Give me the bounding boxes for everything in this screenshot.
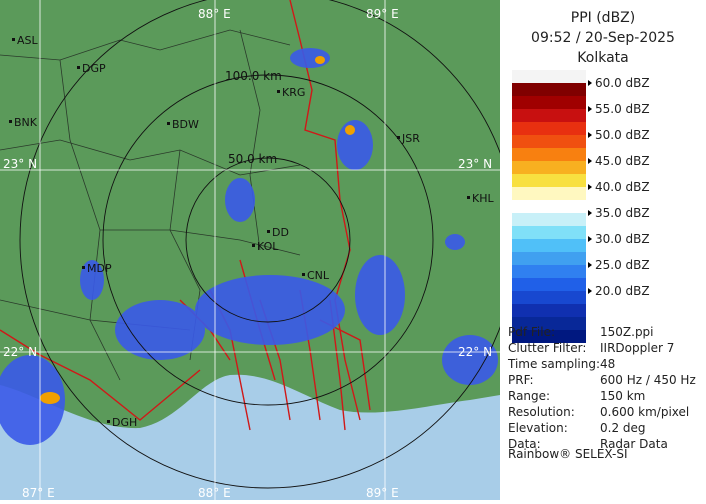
header-time: 09:52 / 20-Sep-2025 (531, 30, 675, 46)
legend-label: 30.0 dBZ (595, 232, 650, 246)
info-value: 0.600 km/pixel (600, 405, 689, 419)
place-label: KRG (282, 86, 305, 99)
bar-band (512, 239, 586, 252)
legend-label: 40.0 dBZ (595, 180, 650, 194)
bar-band (512, 109, 586, 122)
bar-arrow (588, 106, 592, 112)
sea (0, 374, 500, 500)
bar-arrow (588, 210, 592, 216)
place-marker (107, 420, 110, 423)
info-label: Clutter Filter: (508, 341, 586, 355)
bar-band (512, 187, 586, 200)
info-label: PRF: (508, 373, 534, 387)
bar-band (512, 265, 586, 278)
legend-label: 25.0 dBZ (595, 258, 650, 272)
bar-band (512, 252, 586, 265)
place-label: ASL (17, 34, 39, 47)
place-label: DGH (112, 416, 137, 429)
strong-echoes (40, 56, 355, 404)
place-label: DGP (82, 62, 106, 75)
place-label: KOL (257, 240, 279, 253)
bar-band (512, 174, 586, 187)
place-label: DD (272, 226, 289, 239)
bar-arrow (588, 184, 592, 190)
range-label: 50.0 km (228, 152, 277, 166)
info-value: 150Z.ppi (600, 325, 654, 339)
bar-arrow (588, 236, 592, 242)
map: 88° E 89° E 87° E 88° E 89° E 23° N 23° N 22° N… (0, 0, 517, 500)
bar-arrow (588, 288, 592, 294)
bar-band (512, 226, 586, 239)
footer: Rainbow® SELEX-SI (508, 447, 628, 461)
legend-label: 55.0 dBZ (595, 102, 650, 116)
place-marker (252, 244, 255, 247)
bar-band (512, 122, 586, 135)
bar-band (512, 135, 586, 148)
bar-band (512, 213, 586, 226)
header-station: Kolkata (577, 50, 628, 66)
info-label: Data: (508, 437, 541, 451)
info-value: 600 Hz / 450 Hz (600, 373, 696, 387)
place-marker (77, 66, 80, 69)
info-value: IIRDoppler 7 (600, 341, 674, 355)
place-label: KHL (472, 192, 494, 205)
place-label: JSR (401, 132, 420, 145)
grid-label: 89° E (366, 486, 399, 500)
legend-label: 45.0 dBZ (595, 154, 650, 168)
place-marker (397, 136, 400, 139)
legend-label: 50.0 dBZ (595, 128, 650, 142)
grid-label: 89° E (366, 7, 399, 21)
district-borders (0, 29, 301, 381)
place-marker (267, 230, 270, 233)
bar-band (512, 83, 586, 96)
bar-band (512, 200, 586, 213)
bar-band (512, 278, 586, 291)
place-label: MDP (87, 262, 112, 275)
info-label: Elevation: (508, 421, 568, 435)
bar-band (512, 304, 586, 317)
header-title: PPI (dBZ) (571, 10, 635, 26)
grid-label: 88° E (198, 7, 231, 21)
place-marker (167, 122, 170, 125)
grid-label: 22° N (3, 345, 37, 359)
grid-label: 87° E (22, 486, 55, 500)
grid-label: 23° N (3, 157, 37, 171)
bar-band (512, 317, 586, 330)
bar-top (512, 70, 586, 83)
grid-label: 22° N (458, 345, 492, 359)
legend-label: 60.0 dBZ (595, 76, 650, 90)
bar-band (512, 148, 586, 161)
grid-label: 23° N (458, 157, 492, 171)
place-marker (9, 120, 12, 123)
bar-band (512, 161, 586, 174)
info-label: Time sampling:48 (507, 357, 615, 371)
info-value: 0.2 deg (600, 421, 646, 435)
range-label: 100.0 km (225, 69, 282, 83)
place-label: BNK (14, 116, 38, 129)
place-label: BDW (172, 118, 199, 131)
bar-arrow (588, 80, 592, 86)
info-label: Resolution: (508, 405, 575, 419)
bar-band (512, 291, 586, 304)
info-label: Pdf File: (508, 325, 555, 339)
place-marker (302, 273, 305, 276)
place-marker (12, 38, 15, 41)
legend-label: 20.0 dBZ (595, 284, 650, 298)
bar-arrow (588, 158, 592, 164)
legend-label: 35.0 dBZ (595, 206, 650, 220)
place-label: CNL (307, 269, 330, 282)
graticule (0, 0, 500, 500)
bar-arrow (588, 262, 592, 268)
place-marker (467, 196, 470, 199)
place-marker (277, 90, 280, 93)
bar-arrow (588, 132, 592, 138)
info-value: Radar Data (600, 437, 668, 451)
bar-band (512, 330, 586, 343)
info-label: Range: (508, 389, 550, 403)
info-value: 150 km (600, 389, 645, 403)
place-marker (82, 266, 85, 269)
grid-label: 88° E (198, 486, 231, 500)
bar-band (512, 96, 586, 109)
